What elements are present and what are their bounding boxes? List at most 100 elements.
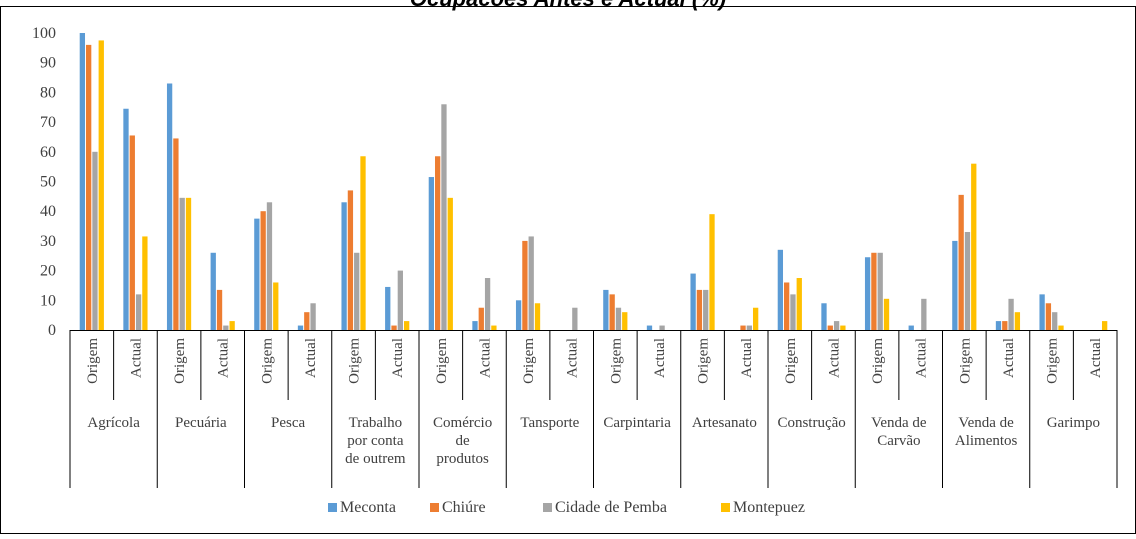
x-group-label: Garimpo [1047, 415, 1100, 431]
bar-cidade-de-pemba [964, 231, 971, 330]
bar-chi-re [740, 325, 746, 330]
legend-label: Meconta [340, 499, 396, 516]
x-subcategory-label: Origem [957, 338, 973, 384]
x-subcategory-label: Origem [521, 338, 537, 384]
bar-cidade-de-pemba [528, 236, 534, 330]
bar-cidade-de-pemba [310, 303, 316, 330]
x-group-label-line: Garimpo [1047, 415, 1100, 431]
x-group-label: Agrícola [87, 415, 140, 431]
y-tick-label: 10 [40, 292, 56, 309]
bar-meconta [821, 303, 827, 330]
bar-chi-re [347, 190, 354, 330]
x-group-label: Construção [777, 415, 845, 431]
bar-cidade-de-pemba [790, 294, 796, 330]
bar-cidade-de-pemba [397, 270, 403, 330]
bar-meconta [864, 257, 871, 330]
bar-cidade-de-pemba [441, 104, 447, 330]
x-subcategory-label: Origem [347, 338, 363, 384]
x-subcategory-label: Actual [739, 338, 755, 378]
bar-chi-re [871, 252, 877, 330]
x-subcategory-label: Origem [870, 338, 886, 384]
x-group-label: Comércio de produtos [433, 415, 492, 467]
bar-chi-re [958, 194, 964, 330]
bar-chi-re [1045, 303, 1052, 330]
bar-montepuez [971, 163, 977, 330]
x-group-label-line: Artesanato [692, 415, 757, 431]
bar-cidade-de-pemba [223, 325, 229, 330]
x-subcategory-label: Actual [303, 338, 319, 378]
x-group-label-line: Venda de [958, 415, 1014, 431]
bar-meconta [1039, 294, 1045, 330]
bar-chi-re [129, 135, 135, 330]
bar-meconta [210, 252, 216, 330]
x-group-label-line: Trabalho [349, 415, 403, 431]
x-axis: Origem Actual Origem Actual Origem Actual Orig… [69, 330, 1118, 488]
y-axis: 0 10 20 30 40 50 60 70 80 90 100 [32, 25, 56, 339]
bar-cidade-de-pemba [266, 202, 273, 330]
legend-swatch [328, 503, 337, 512]
bar-montepuez [1014, 312, 1021, 330]
bar-chi-re [827, 325, 833, 330]
y-tick-label: 30 [40, 233, 56, 250]
bar-cidade-de-pemba [135, 294, 142, 330]
x-subcategory-label: Actual [128, 338, 144, 378]
x-group-label-line: Agrícola [87, 415, 140, 431]
bars-layer [79, 33, 1108, 331]
bar-chi-re [173, 138, 179, 330]
bar-meconta [603, 289, 609, 330]
bar-montepuez [796, 278, 802, 330]
legend-label: Cidade de Pemba [555, 499, 667, 516]
x-subcategory-label: Origem [1045, 338, 1061, 384]
bar-chi-re [478, 307, 484, 330]
bar-cidade-de-pemba [659, 325, 665, 330]
bar-montepuez [98, 40, 104, 331]
bar-montepuez [403, 321, 410, 330]
x-group-label: Venda de Alimentos [955, 415, 1018, 449]
x-group-label-line: Pesca [271, 415, 305, 431]
bar-cidade-de-pemba [484, 278, 491, 330]
x-subcategory-label: Origem [783, 338, 799, 384]
bar-montepuez [534, 303, 541, 330]
x-group-label: Pesca [271, 415, 305, 431]
bar-cidade-de-pemba [703, 289, 709, 330]
y-tick-label: 70 [40, 114, 56, 131]
bar-chi-re [522, 240, 528, 330]
x-group-label: Trabalho por conta de outrem [345, 415, 406, 467]
bar-cidade-de-pemba [746, 325, 752, 330]
bar-montepuez [1058, 325, 1064, 330]
bar-meconta [472, 321, 478, 330]
x-subcategory-label: Actual [477, 338, 493, 378]
x-subcategory-label: Actual [652, 338, 668, 378]
bar-chi-re [696, 289, 703, 330]
y-tick-label: 80 [40, 84, 56, 101]
bar-meconta [777, 249, 784, 330]
bar-meconta [908, 325, 914, 330]
legend-label: Chiúre [442, 499, 486, 516]
bar-montepuez [273, 282, 279, 330]
x-group-label: Venda de Carvão [871, 415, 927, 449]
x-group-label-line: de outrem [345, 451, 406, 467]
y-tick-label: 0 [48, 322, 56, 339]
legend-swatch [430, 503, 439, 512]
x-subcategory-label: Actual [914, 338, 930, 378]
bar-meconta [646, 325, 653, 330]
legend-swatch [721, 503, 730, 512]
y-tick-label: 100 [32, 25, 56, 42]
bar-cidade-de-pemba [1008, 298, 1014, 330]
bar-montepuez [491, 325, 497, 330]
bar-cidade-de-pemba [1052, 312, 1058, 330]
bar-meconta [515, 300, 522, 330]
x-group-label-line: Alimentos [955, 433, 1018, 449]
bar-meconta [166, 83, 173, 331]
x-group-label-line: Venda de [871, 415, 927, 431]
x-group-label-line: Carpintaria [603, 415, 671, 431]
bar-cidade-de-pemba [179, 197, 185, 330]
bar-meconta [385, 286, 391, 330]
x-subcategory-label: Origem [259, 338, 275, 384]
x-subcategory-label: Origem [608, 338, 624, 384]
bar-meconta [123, 108, 129, 331]
bar-meconta [995, 321, 1002, 330]
bar-meconta [428, 177, 435, 330]
bar-cidade-de-pemba [833, 321, 840, 330]
legend: Meconta Chiúre Cidade de Pemba Montepuez [328, 499, 805, 516]
